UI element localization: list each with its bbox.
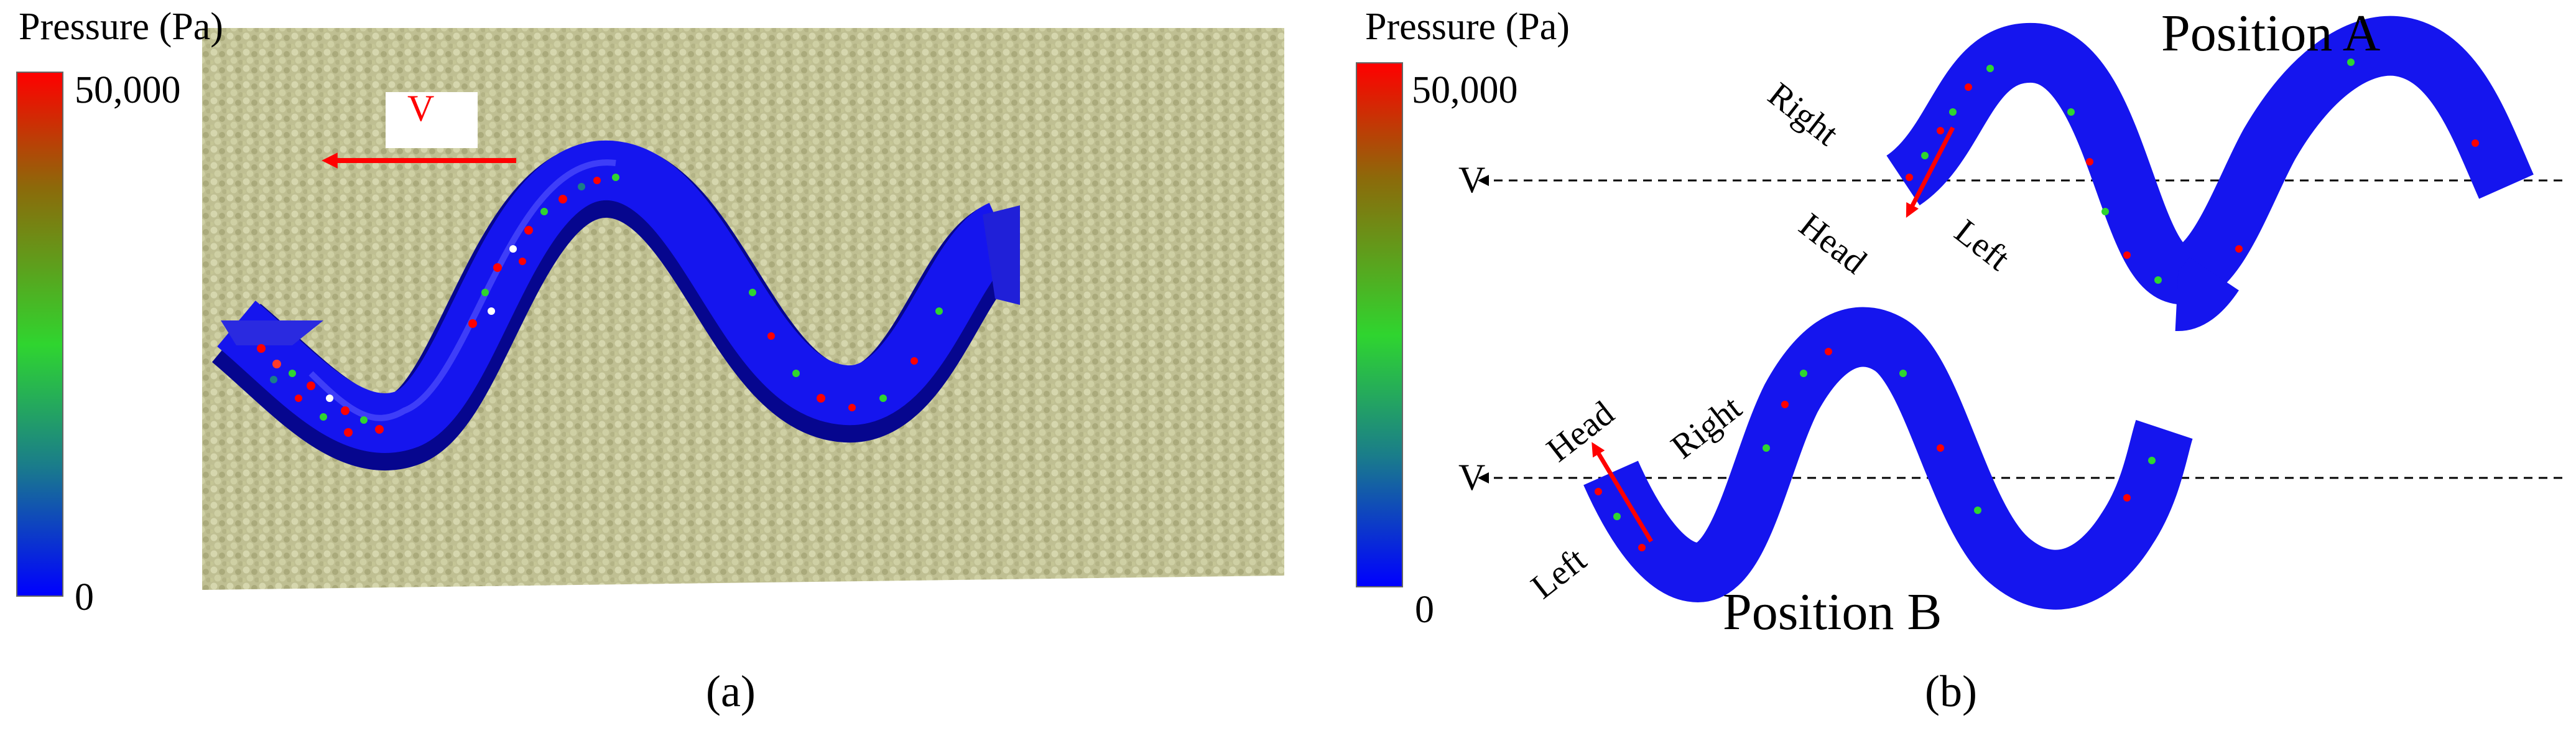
colorbar-b-title: Pressure (Pa) (1365, 6, 1570, 48)
pressure-spots-a (257, 174, 943, 437)
colorbar-a-max: 50,000 (75, 69, 181, 111)
position-b-velocity: V (1458, 457, 1486, 498)
colorbar-a (16, 72, 63, 597)
panel-b-tag: (b) (1925, 666, 1977, 716)
velocity-label-box (386, 92, 478, 148)
position-a-title: Position A (2161, 4, 2381, 62)
colorbar-b-min: 0 (1415, 589, 1434, 631)
position-b-title: Position B (1723, 583, 1942, 641)
snake-body-position-a (1885, 16, 2534, 331)
position-a-velocity: V (1458, 159, 1486, 200)
colorbar-b-max: 50,000 (1412, 69, 1518, 111)
panel-a-tag: (a) (706, 666, 756, 716)
colorbar-a-min: 0 (75, 576, 94, 619)
velocity-label-a: V (407, 88, 435, 129)
snake-body-position-b (1583, 307, 2193, 610)
colorbar-a-title: Pressure (Pa) (19, 6, 223, 48)
colorbar-b (1356, 62, 1403, 587)
head-arrow-position-b (1591, 442, 1654, 543)
head-arrow-position-a (1906, 126, 1955, 218)
